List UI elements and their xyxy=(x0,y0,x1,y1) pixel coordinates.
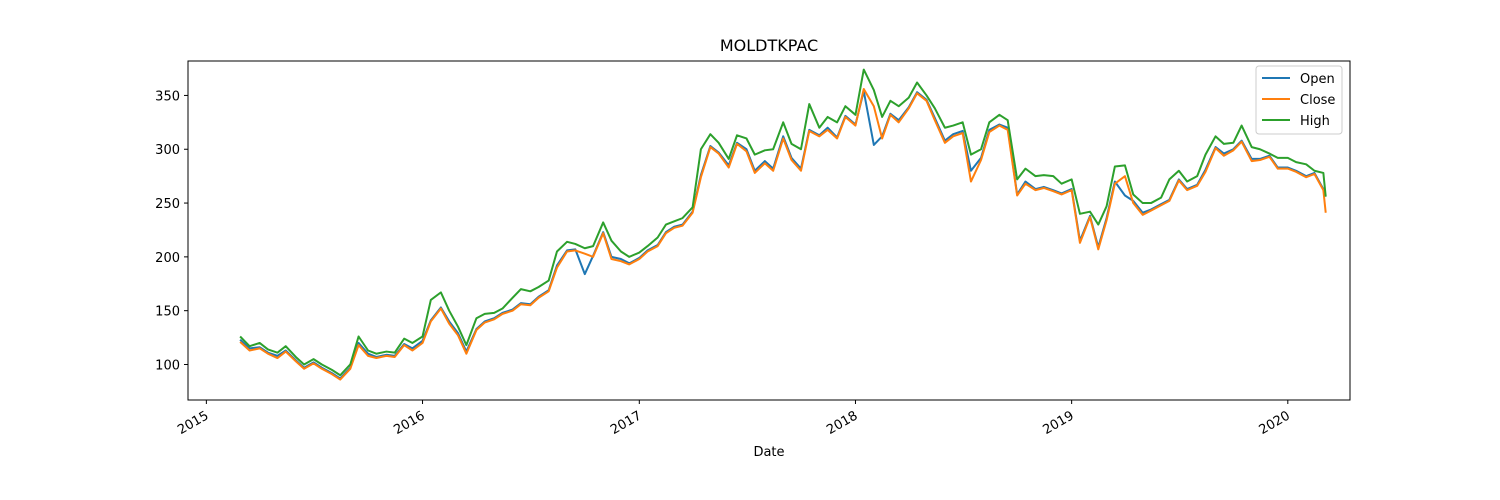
axes-frame xyxy=(187,60,1351,401)
legend-label-open: Open xyxy=(1300,72,1335,87)
y-tick-label-200: 200 xyxy=(155,251,180,266)
y-tick-label-300: 300 xyxy=(155,143,180,158)
x-axis-label: Date xyxy=(753,445,784,460)
legend: Open Close High xyxy=(1255,65,1343,135)
y-tick-label-100: 100 xyxy=(155,358,180,373)
series-line-high xyxy=(239,68,1327,377)
chart-title: MOLDTKPAC xyxy=(720,36,818,55)
legend-box xyxy=(1255,65,1343,135)
series-line-close xyxy=(239,87,1327,381)
legend-label-high: High xyxy=(1300,114,1330,129)
y-tick-label-350: 350 xyxy=(155,89,180,104)
y-tick-label-150: 150 xyxy=(155,305,180,320)
y-tick-label-250: 250 xyxy=(155,197,180,212)
legend-label-close: Close xyxy=(1300,93,1335,108)
